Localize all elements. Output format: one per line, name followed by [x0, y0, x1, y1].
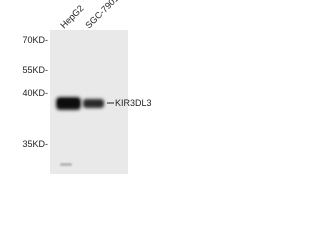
marker-label: 55KD-: [22, 65, 48, 75]
band-lane-1-core: [58, 99, 79, 107]
band-label: KIR3DL3: [115, 98, 152, 108]
lane-label: HepG2: [58, 3, 85, 30]
lane-label: SGC-7901: [83, 0, 120, 30]
marker-label: 40KD-: [22, 88, 48, 98]
page: {"lanes": ["HepG2", "SGC-7901"], "marker…: [0, 0, 180, 180]
marker-label: 70KD-: [22, 35, 48, 45]
blot-figure: 70KD- 55KD- 40KD- 35KD- HepG2 SGC-7901 K…: [22, 0, 152, 174]
band-lane-2: [83, 99, 104, 108]
marker-label: 35KD-: [22, 139, 48, 149]
faint-band: [60, 163, 72, 166]
